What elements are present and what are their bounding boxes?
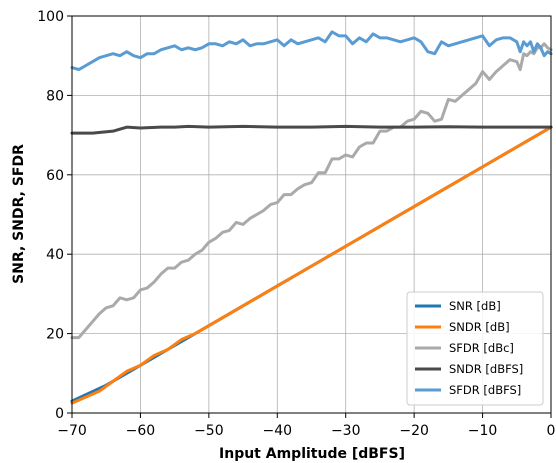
legend-label: SNR [dB] bbox=[449, 299, 501, 313]
y-tick-label: 40 bbox=[46, 247, 64, 263]
x-tick-label: −40 bbox=[263, 423, 293, 439]
x-tick-label: −20 bbox=[399, 423, 429, 439]
legend-label: SNDR [dB] bbox=[449, 320, 510, 334]
tick-layer: −70 −60 −50 −40 −30 −20 −10 0 0 20 40 60 80 100 bbox=[37, 9, 555, 439]
y-tick-label: 80 bbox=[46, 88, 64, 104]
legend: SNR [dB] SNDR [dB] SFDR [dBc] SNDR [dBFS] SF… bbox=[406, 291, 544, 406]
y-axis-title: SNR, SNDR, SFDR bbox=[11, 144, 27, 284]
y-tick-label: 100 bbox=[37, 9, 64, 25]
series-line-3 bbox=[70, 124, 553, 135]
legend-label: SFDR [dBc] bbox=[449, 341, 514, 355]
legend-label: SFDR [dBFS] bbox=[449, 383, 521, 397]
x-tick-label: −10 bbox=[468, 423, 498, 439]
x-tick-label: −70 bbox=[57, 423, 87, 439]
y-tick-label: 0 bbox=[55, 406, 64, 422]
series-line-1 bbox=[70, 125, 553, 405]
x-tick-label: 0 bbox=[547, 423, 556, 439]
legend-box bbox=[406, 291, 544, 406]
x-tick-label: −30 bbox=[331, 423, 361, 439]
legend-label: SNDR [dBFS] bbox=[449, 362, 523, 376]
y-tick-label: 20 bbox=[46, 327, 64, 343]
x-tick-label: −60 bbox=[126, 423, 156, 439]
series-layer bbox=[70, 30, 553, 405]
x-tick-label: −50 bbox=[194, 423, 224, 439]
series-line-4 bbox=[70, 30, 553, 72]
y-tick-label: 60 bbox=[46, 168, 64, 184]
series-line-2 bbox=[70, 42, 553, 340]
plot-frame bbox=[71, 15, 552, 414]
x-axis-title: Input Amplitude [dBFS] bbox=[219, 446, 405, 462]
